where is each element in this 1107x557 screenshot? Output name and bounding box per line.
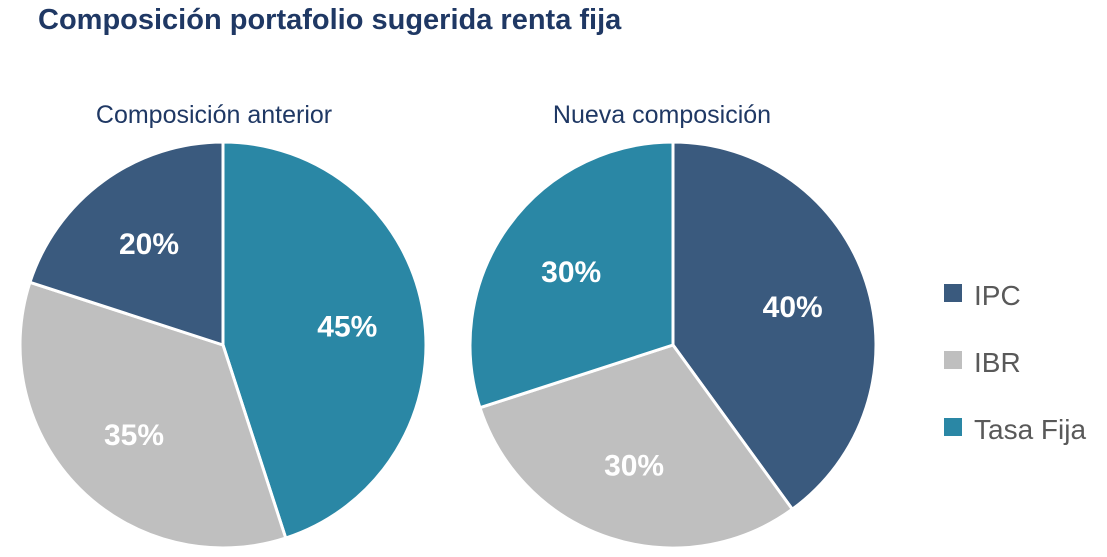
pie0-slice-ipc [28, 140, 225, 347]
pie1-slice-ibr [478, 343, 794, 550]
pie1-slice-ipc [671, 140, 878, 511]
legend-label-tasa-fija: Tasa Fija [974, 414, 1086, 445]
legend-label-ipc: IPC [974, 280, 1021, 311]
pie0-slice-ibr [18, 280, 288, 550]
legend-label-ibr: IBR [974, 347, 1021, 378]
main-title: Composición portafolio sugerida renta fi… [38, 4, 622, 36]
pie1-label-tasa-fija: 30% [541, 256, 601, 289]
legend-swatch-ibr [944, 351, 962, 369]
legend-swatch-tasa-fija [944, 418, 962, 436]
pie-title-0: Composición anterior [96, 101, 332, 129]
pie1-label-ibr: 30% [604, 450, 664, 483]
pie0-label-ipc: 20% [119, 228, 179, 261]
pie0-slice-tasa-fija [221, 140, 428, 540]
pie1-slice-tasa-fija [468, 140, 675, 410]
pie1-label-ipc: 40% [763, 291, 823, 324]
legend-swatch-ipc [944, 284, 962, 302]
pie-title-1: Nueva composición [553, 101, 771, 129]
pie0-label-ibr: 35% [104, 419, 164, 452]
pie0-label-tasa-fija: 45% [317, 310, 377, 343]
